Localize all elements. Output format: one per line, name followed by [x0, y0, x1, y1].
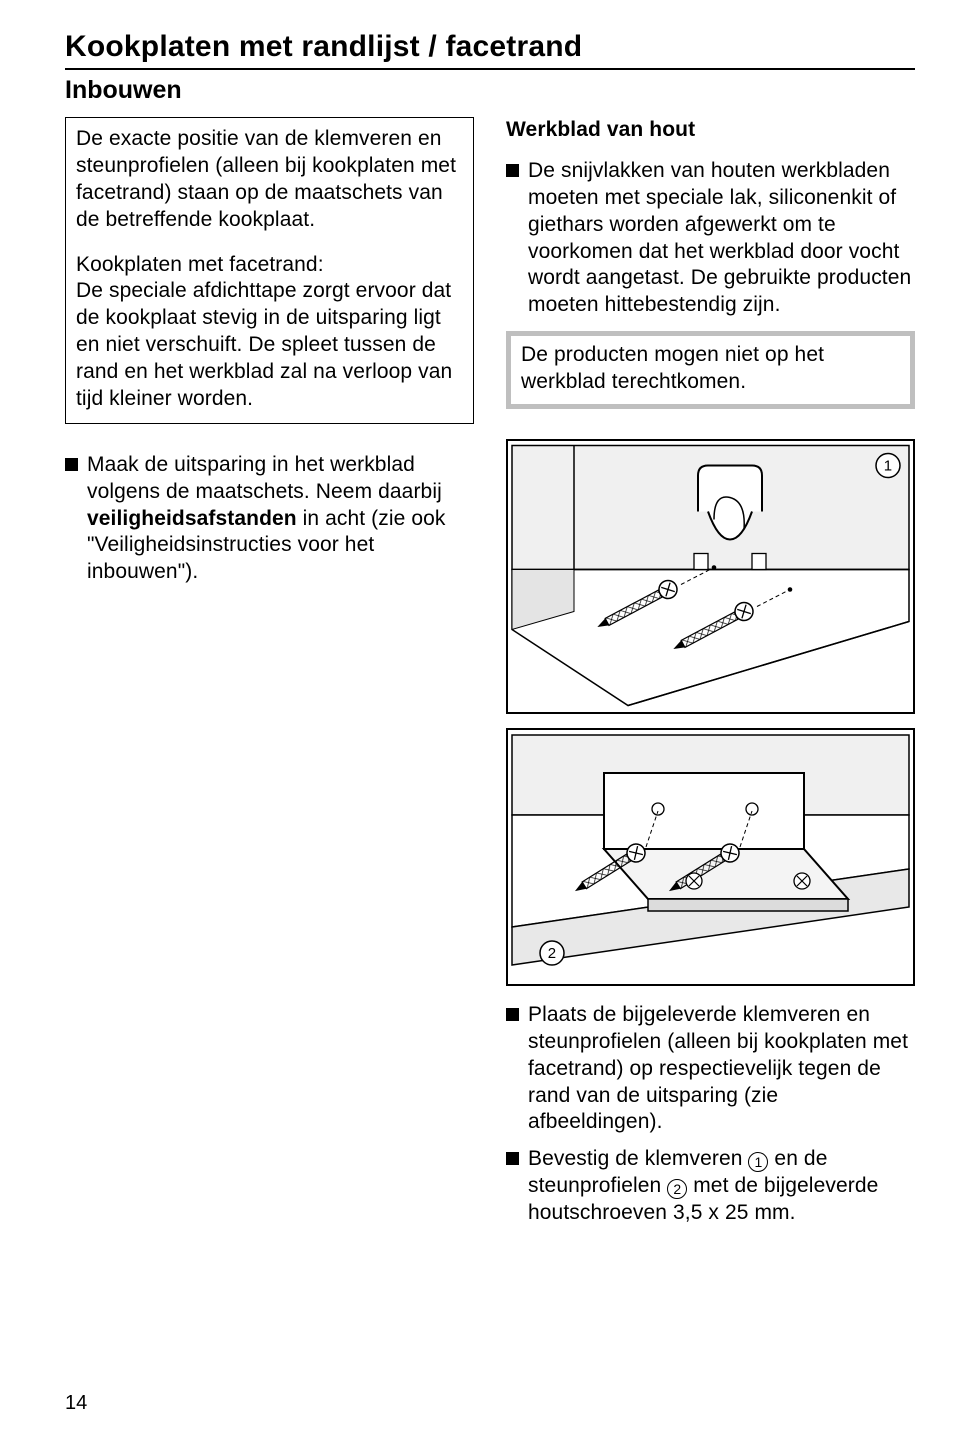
- page-title: Kookplaten met randlijst / facetrand: [65, 30, 915, 64]
- box-para-2: Kookplaten met facetrand: De speciale af…: [76, 252, 463, 413]
- bullet-square-icon: [65, 458, 78, 471]
- inline-circled-2: 2: [667, 1179, 687, 1199]
- info-box: De exacte positie van de klemveren en st…: [65, 117, 474, 424]
- content-columns: De exacte positie van de klemveren en st…: [65, 117, 915, 1237]
- bullet-square-icon: [506, 1008, 519, 1021]
- figure-2-svg: 2: [508, 730, 913, 984]
- figure-2: 2: [506, 728, 915, 986]
- circled-number-2: 2: [540, 941, 564, 965]
- screw-head-icon: [686, 873, 702, 889]
- screw-head-icon: [794, 873, 810, 889]
- page-number: 14: [65, 1392, 87, 1415]
- right-column: Werkblad van hout De snijvlakken van hou…: [506, 117, 915, 1237]
- box-para-2-rest: De speciale afdichttape zorgt ervoor dat…: [76, 279, 452, 410]
- callout-text: De producten mogen niet op het werkblad …: [521, 342, 900, 396]
- title-rule: [65, 68, 915, 70]
- bullet-square-icon: [506, 164, 519, 177]
- bullet-square-icon: [506, 1152, 519, 1165]
- right-bullet-2: Plaats de bijgeleverde klemveren en steu…: [506, 1002, 915, 1136]
- callout-box: De producten mogen niet op het werkblad …: [506, 331, 915, 409]
- right-bullet-3-text: Bevestig de klemveren 1 en de steunprofi…: [528, 1146, 915, 1227]
- figure-1: 1: [506, 439, 915, 714]
- right-bullet-1: De snijvlakken van houten werkbladen moe…: [506, 158, 915, 319]
- right-bullet-3-a: Bevestig de klemveren: [528, 1147, 748, 1170]
- right-bullet-3: Bevestig de klemveren 1 en de steunprofi…: [506, 1146, 915, 1227]
- inline-circled-1: 1: [748, 1152, 768, 1172]
- svg-text:1: 1: [884, 457, 892, 474]
- box-para-1: De exacte positie van de klemveren en st…: [76, 126, 463, 234]
- box-para-2-line1: Kookplaten met facetrand:: [76, 253, 324, 276]
- left-bullet-1-text: Maak de uitsparing in het werkblad volge…: [87, 452, 474, 586]
- right-bullet-1-text: De snijvlakken van houten werkbladen moe…: [528, 158, 915, 319]
- svg-text:2: 2: [548, 945, 556, 962]
- right-heading: Werkblad van hout: [506, 117, 915, 144]
- left-bullet-1-bold: veiligheidsafstanden: [87, 507, 297, 530]
- left-column: De exacte positie van de klemveren en st…: [65, 117, 474, 1237]
- circled-number-1: 1: [876, 453, 900, 477]
- left-bullet-1-a: Maak de uitsparing in het werkblad volge…: [87, 453, 442, 503]
- left-bullet-1: Maak de uitsparing in het werkblad volge…: [65, 452, 474, 586]
- section-subhead: Inbouwen: [65, 76, 915, 105]
- figure-area: 1: [506, 439, 915, 986]
- figure-1-svg: 1: [508, 441, 913, 712]
- right-bullet-2-text: Plaats de bijgeleverde klemveren en steu…: [528, 1002, 915, 1136]
